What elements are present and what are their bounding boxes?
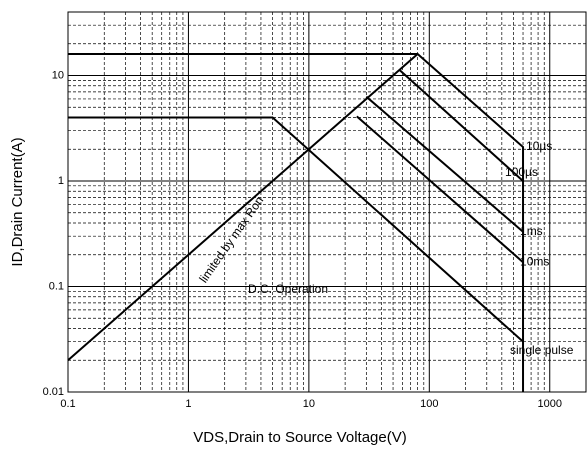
plot-frame	[67, 11, 587, 393]
x-tick-label: 10	[303, 398, 315, 410]
series-label: 10µs	[526, 139, 552, 153]
series-label: 100µs	[505, 165, 538, 179]
y-tick-label: 0.1	[49, 280, 64, 292]
y-tick-label: 1	[58, 175, 64, 187]
y-tick-label: 10	[52, 69, 64, 81]
series-label: D.C. Operation	[248, 282, 328, 296]
curve	[398, 68, 524, 182]
curve	[68, 52, 525, 392]
x-tick-label: 1	[185, 398, 191, 410]
x-tick-label: 1000	[538, 398, 562, 410]
series-label: 10ms	[520, 254, 549, 268]
curve	[356, 115, 524, 263]
series-label: 1ms	[520, 224, 543, 238]
curve	[67, 53, 419, 361]
y-tick-label: 0.01	[43, 386, 64, 398]
curve	[68, 116, 524, 343]
x-tick-label: 100	[420, 398, 438, 410]
annotation: single pulse	[510, 343, 574, 357]
y-axis-label: ID,Drain Current(A)	[9, 137, 26, 266]
x-tick-label: 0.1	[60, 398, 75, 410]
curve	[365, 95, 524, 233]
x-axis-label: VDS,Drain to Source Voltage(V)	[193, 429, 406, 446]
